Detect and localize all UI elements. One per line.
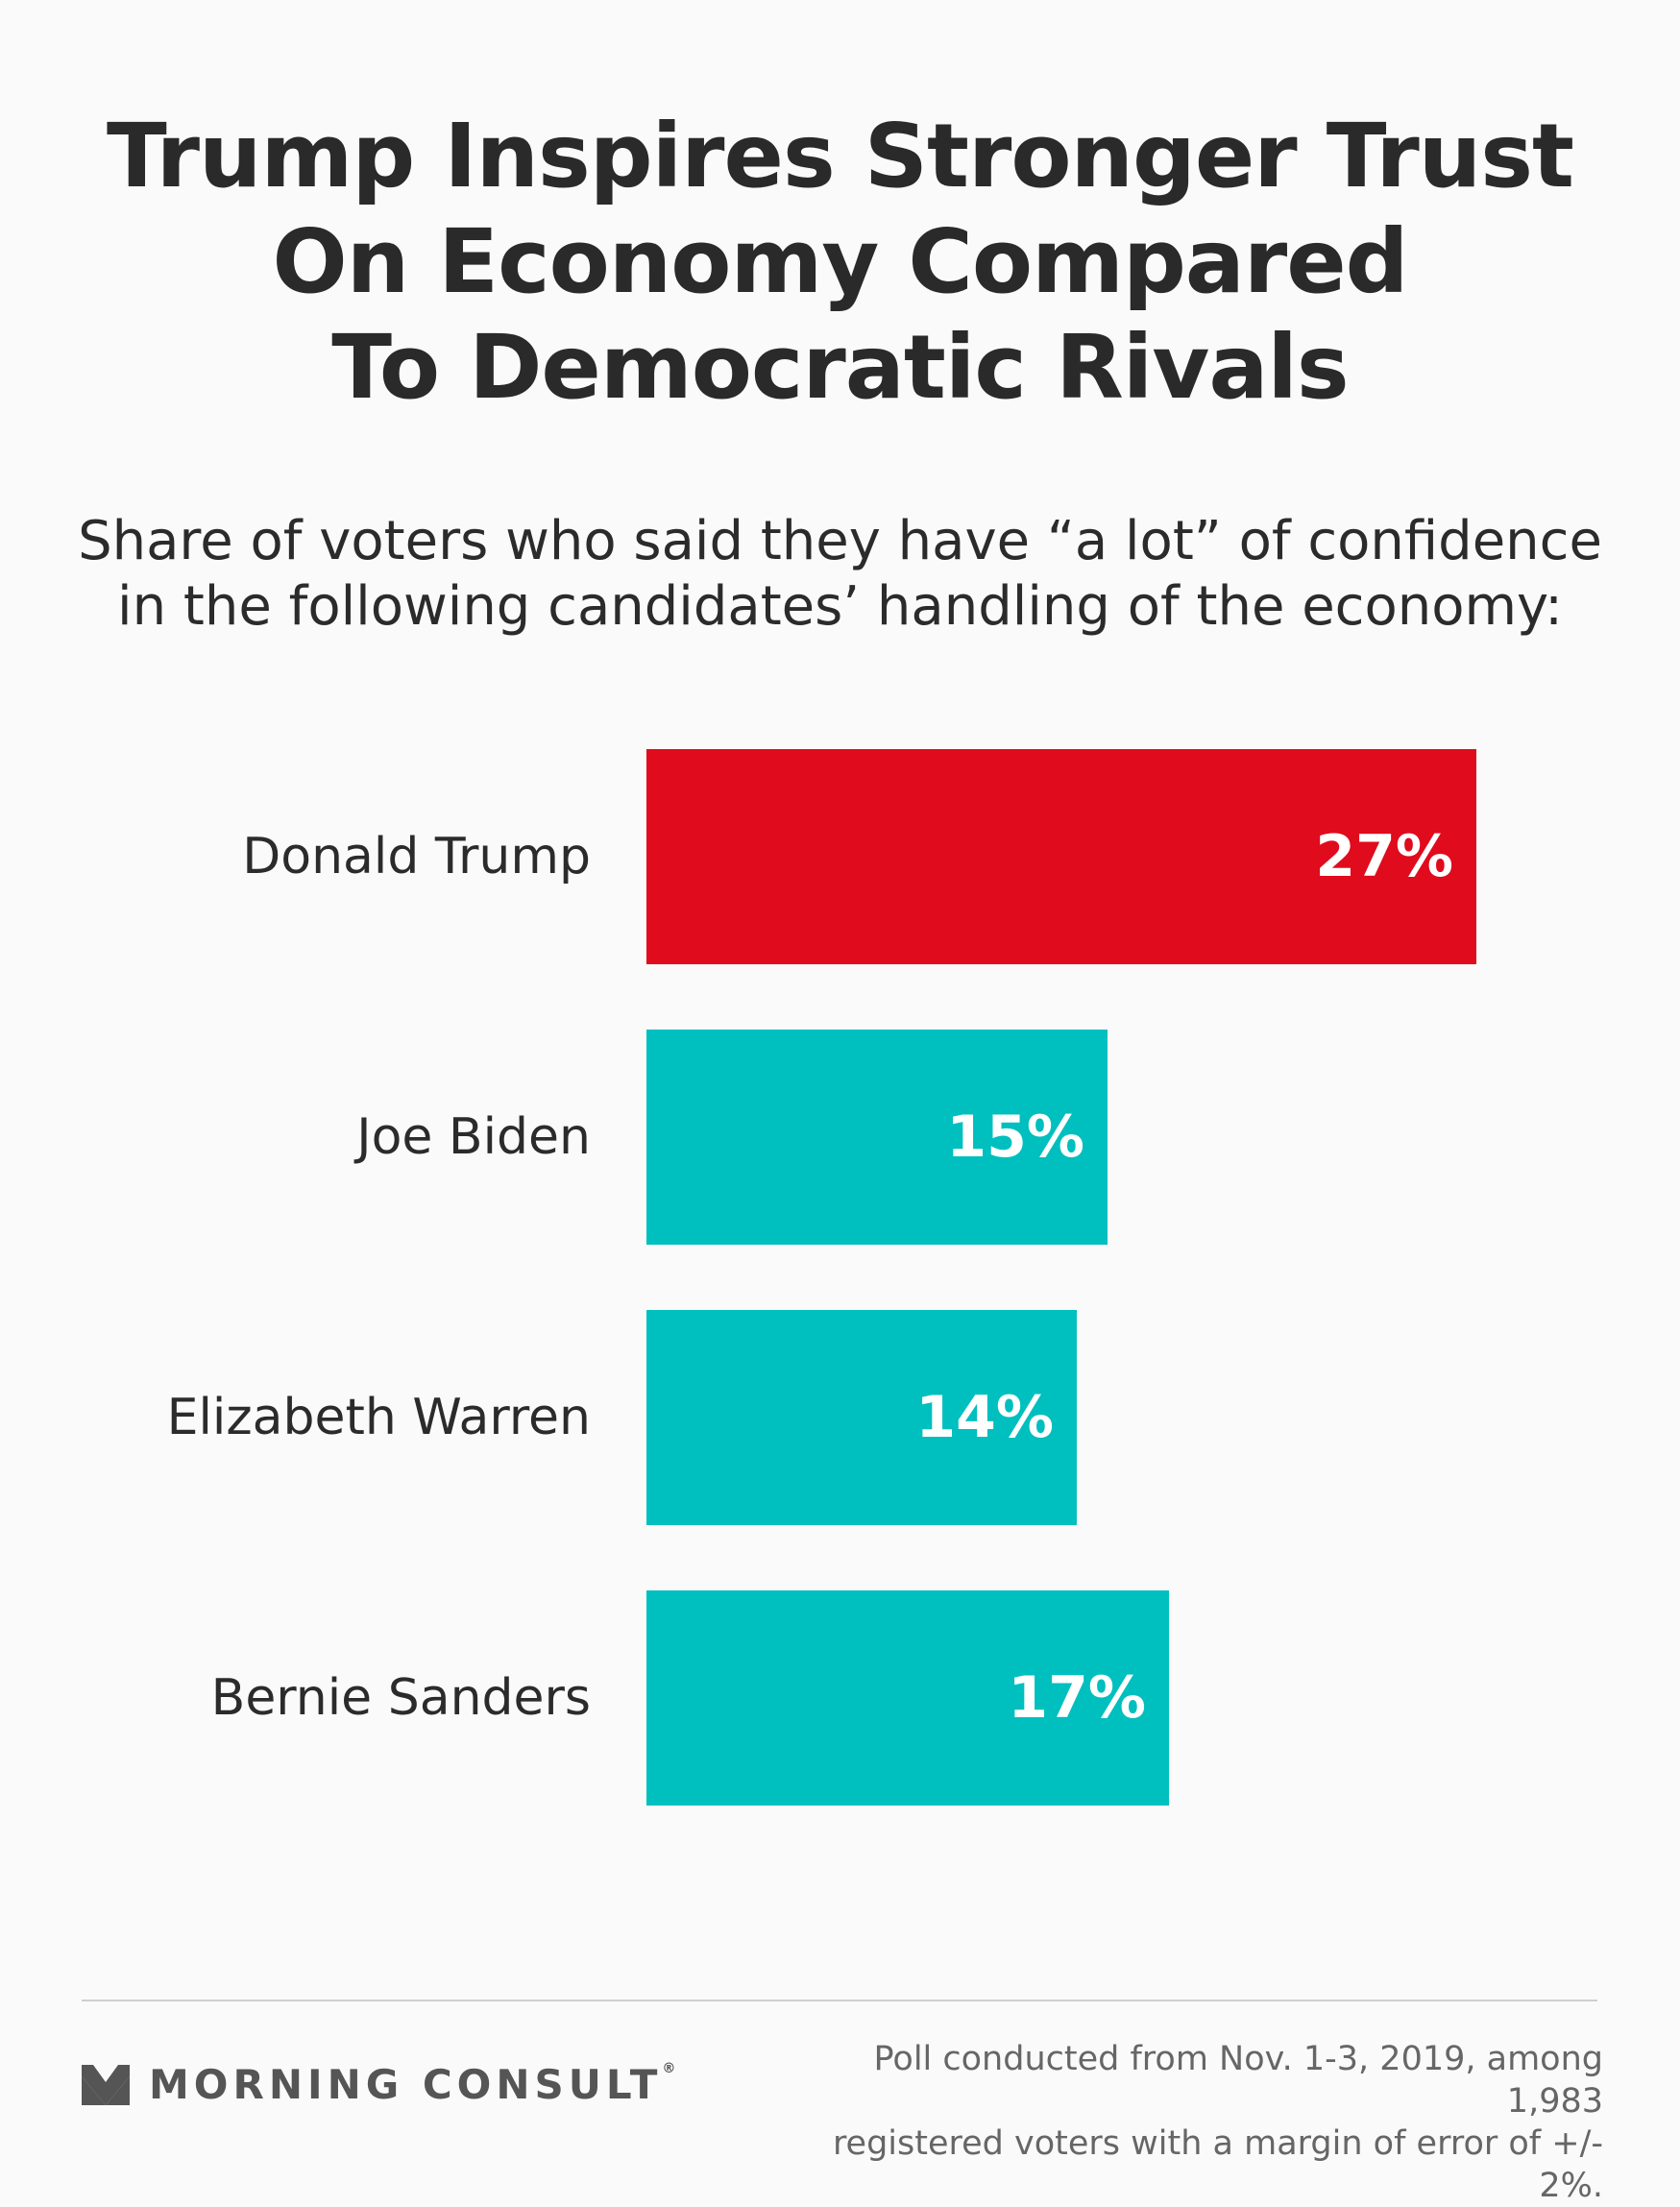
data-label: 27% xyxy=(1315,823,1453,890)
data-label: 14% xyxy=(915,1384,1054,1451)
data-label: 17% xyxy=(1008,1664,1146,1732)
source-note: Poll conducted from Nov. 1-3, 2019, amon… xyxy=(816,2038,1603,2207)
category-label: Elizabeth Warren xyxy=(166,1389,591,1446)
bar-chart: Donald Trump 27% Joe Biden 15% Elizabeth War… xyxy=(0,749,1680,1844)
source-line-1: Poll conducted from Nov. 1-3, 2019, amon… xyxy=(873,2040,1603,2121)
bar: 15% xyxy=(646,1030,1108,1245)
title-line-2: On Economy Compared xyxy=(272,210,1408,313)
category-label: Donald Trump xyxy=(242,828,591,885)
category-label: Joe Biden xyxy=(356,1108,591,1166)
brand-logo: MORNING CONSULT® xyxy=(82,2055,675,2113)
bar: 14% xyxy=(646,1310,1077,1525)
morning-consult-mark-icon xyxy=(82,2065,130,2105)
source-line-2: registered voters with a margin of error… xyxy=(832,2124,1603,2205)
title-line-3: To Democratic Rivals xyxy=(331,316,1349,419)
subtitle-line-1: Share of voters who said they have “a lo… xyxy=(78,510,1602,572)
chart-title: Trump Inspires Stronger Trust On Economy… xyxy=(0,104,1680,421)
data-label: 15% xyxy=(946,1104,1084,1171)
category-label: Bernie Sanders xyxy=(210,1669,591,1727)
footer-divider xyxy=(82,2000,1597,2001)
brand-name: MORNING CONSULT® xyxy=(149,2060,676,2108)
bar: 27% xyxy=(646,749,1476,964)
chart-subtitle: Share of voters who said they have “a lo… xyxy=(0,509,1680,640)
bar: 17% xyxy=(646,1590,1169,1806)
title-line-1: Trump Inspires Stronger Trust xyxy=(107,105,1574,207)
subtitle-line-2: in the following candidates’ handling of… xyxy=(117,575,1563,638)
